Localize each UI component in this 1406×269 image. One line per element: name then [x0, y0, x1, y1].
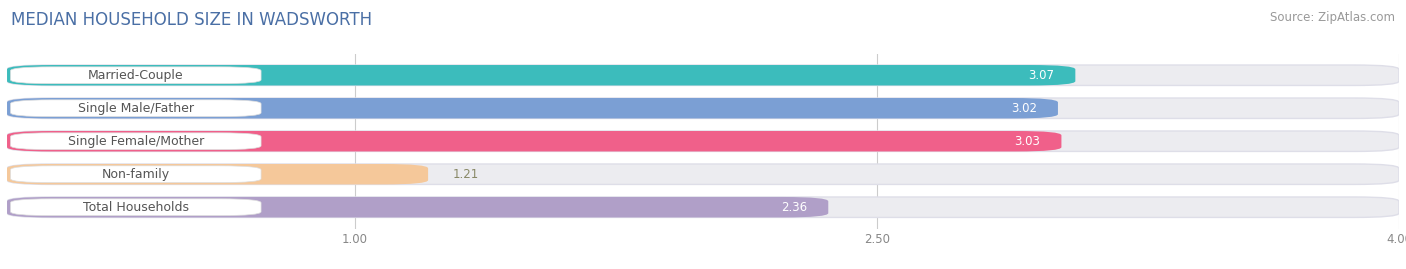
FancyBboxPatch shape — [10, 166, 262, 183]
FancyBboxPatch shape — [7, 98, 1399, 118]
FancyBboxPatch shape — [7, 98, 1057, 118]
FancyBboxPatch shape — [7, 164, 427, 185]
FancyBboxPatch shape — [10, 100, 262, 117]
FancyBboxPatch shape — [7, 65, 1076, 86]
Text: 1.21: 1.21 — [453, 168, 478, 181]
Text: 3.07: 3.07 — [1028, 69, 1054, 82]
Text: 2.36: 2.36 — [782, 201, 807, 214]
FancyBboxPatch shape — [10, 133, 262, 150]
FancyBboxPatch shape — [7, 131, 1062, 151]
FancyBboxPatch shape — [7, 197, 1399, 217]
FancyBboxPatch shape — [7, 164, 1399, 185]
Text: Single Male/Father: Single Male/Father — [77, 102, 194, 115]
Text: Source: ZipAtlas.com: Source: ZipAtlas.com — [1270, 11, 1395, 24]
Text: 3.03: 3.03 — [1015, 135, 1040, 148]
Text: Non-family: Non-family — [101, 168, 170, 181]
FancyBboxPatch shape — [7, 197, 828, 217]
Text: Total Households: Total Households — [83, 201, 188, 214]
FancyBboxPatch shape — [7, 65, 1399, 86]
Text: MEDIAN HOUSEHOLD SIZE IN WADSWORTH: MEDIAN HOUSEHOLD SIZE IN WADSWORTH — [11, 11, 373, 29]
Text: Married-Couple: Married-Couple — [89, 69, 184, 82]
FancyBboxPatch shape — [10, 67, 262, 84]
Text: 3.02: 3.02 — [1011, 102, 1038, 115]
FancyBboxPatch shape — [10, 199, 262, 215]
Text: Single Female/Mother: Single Female/Mother — [67, 135, 204, 148]
FancyBboxPatch shape — [7, 131, 1399, 151]
